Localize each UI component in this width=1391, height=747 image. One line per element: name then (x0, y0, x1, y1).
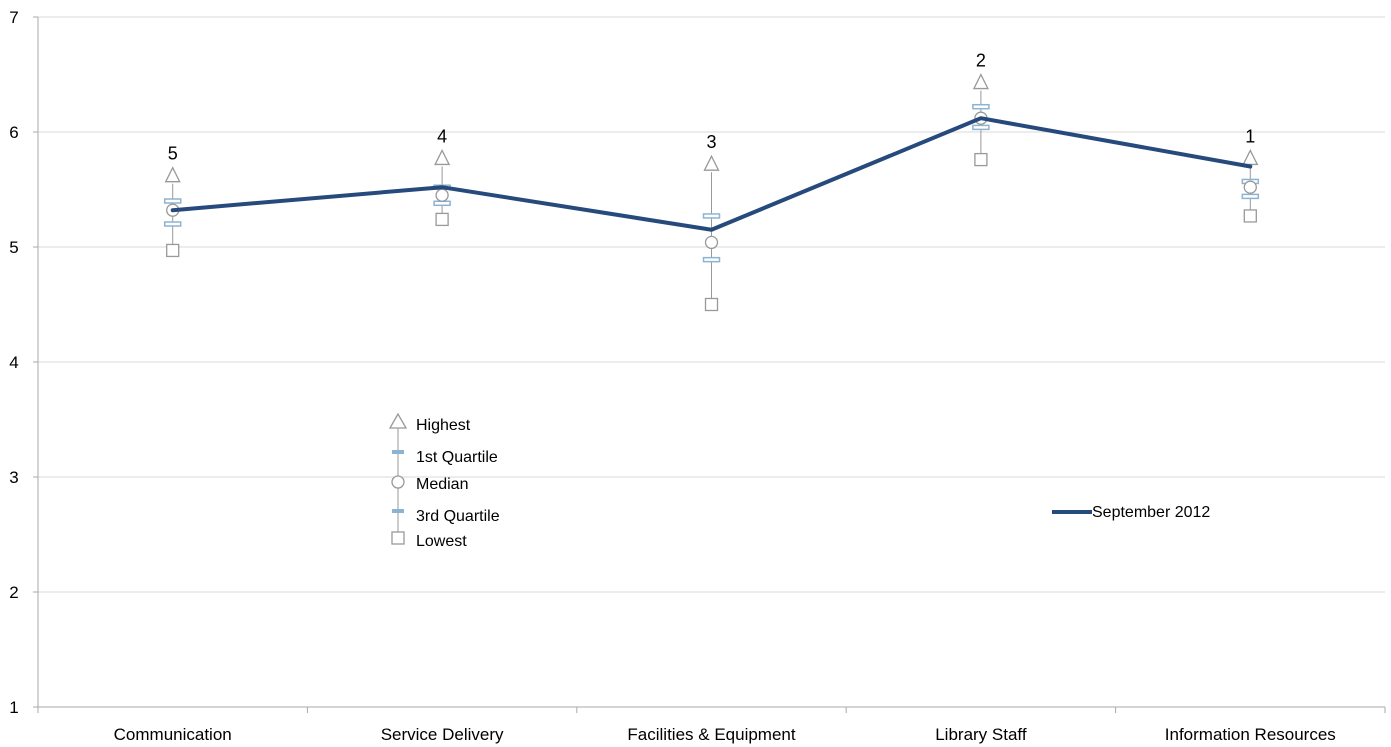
highest-marker (972, 73, 989, 90)
legend-q3-label: 3rd Quartile (416, 508, 500, 525)
x-tick-labels: Communication Service Delivery Facilities … (114, 725, 1336, 744)
highest-marker (164, 166, 181, 183)
series-point (171, 208, 175, 212)
rank-label: 4 (437, 126, 447, 146)
distribution-markers (163, 73, 1260, 312)
y-tick-label: 7 (9, 8, 18, 27)
q3-marker (163, 221, 182, 227)
series-point (440, 185, 444, 189)
series-legend-label: September 2012 (1092, 504, 1210, 521)
median-marker (704, 235, 719, 250)
legend-highest-symbol (388, 412, 408, 429)
x-tick-label: Library Staff (935, 725, 1027, 744)
lowest-marker (974, 152, 988, 167)
series-point (1248, 165, 1252, 168)
series-legend: September 2012 (1052, 504, 1210, 521)
axes (33, 16, 1386, 713)
legend-q1-label: 1st Quartile (416, 449, 498, 466)
series-point (710, 228, 713, 232)
highest-marker (1242, 148, 1259, 166)
series-point (979, 116, 983, 120)
q3-marker (972, 124, 990, 131)
x-tick-label: Information Resources (1165, 725, 1336, 744)
highest-marker (703, 154, 720, 171)
y-tick-label: 1 (9, 698, 18, 717)
x-tick-label: Communication (114, 725, 232, 744)
q1-marker (702, 213, 721, 219)
marker-legend: Highest 1st Quartile Median 3rd Quartile… (388, 412, 500, 550)
legend-median-symbol (391, 475, 405, 489)
lowest-marker (704, 297, 719, 312)
median-marker (435, 188, 449, 202)
rank-label: 3 (706, 132, 716, 152)
q1-marker (163, 198, 182, 204)
legend-lowest-label: Lowest (416, 533, 467, 550)
lowest-marker (166, 243, 180, 258)
rank-label: 1 (1245, 126, 1255, 146)
y-tick-label: 2 (9, 583, 18, 602)
gridlines (38, 16, 1385, 593)
series-lines (170, 116, 1253, 232)
y-tick-label: 6 (9, 123, 18, 142)
lowest-marker (1243, 209, 1257, 223)
legend-q3-symbol (392, 509, 404, 513)
y-tick-label: 5 (9, 238, 18, 257)
legend-median-label: Median (416, 476, 468, 493)
q1-marker (972, 103, 990, 110)
x-tick-label: Facilities & Equipment (627, 725, 795, 744)
lowest-marker (435, 212, 449, 227)
y-tick-label: 4 (9, 353, 18, 372)
y-tick-labels: 1 2 3 4 5 6 7 (9, 8, 18, 717)
legend-lowest-symbol (391, 531, 405, 545)
rank-label: 2 (976, 51, 986, 71)
legend-q1-symbol (392, 450, 404, 454)
q3-marker (433, 200, 451, 207)
q3-marker (702, 256, 721, 263)
legend-highest-label: Highest (416, 417, 471, 434)
x-tick-label: Service Delivery (381, 725, 504, 744)
rank-labels: 5 4 3 2 1 (168, 51, 1256, 164)
rank-label: 5 (168, 144, 178, 164)
q3-marker (1241, 193, 1260, 200)
median-marker (1243, 180, 1257, 194)
highest-marker (434, 148, 451, 166)
y-tick-label: 3 (9, 468, 18, 487)
